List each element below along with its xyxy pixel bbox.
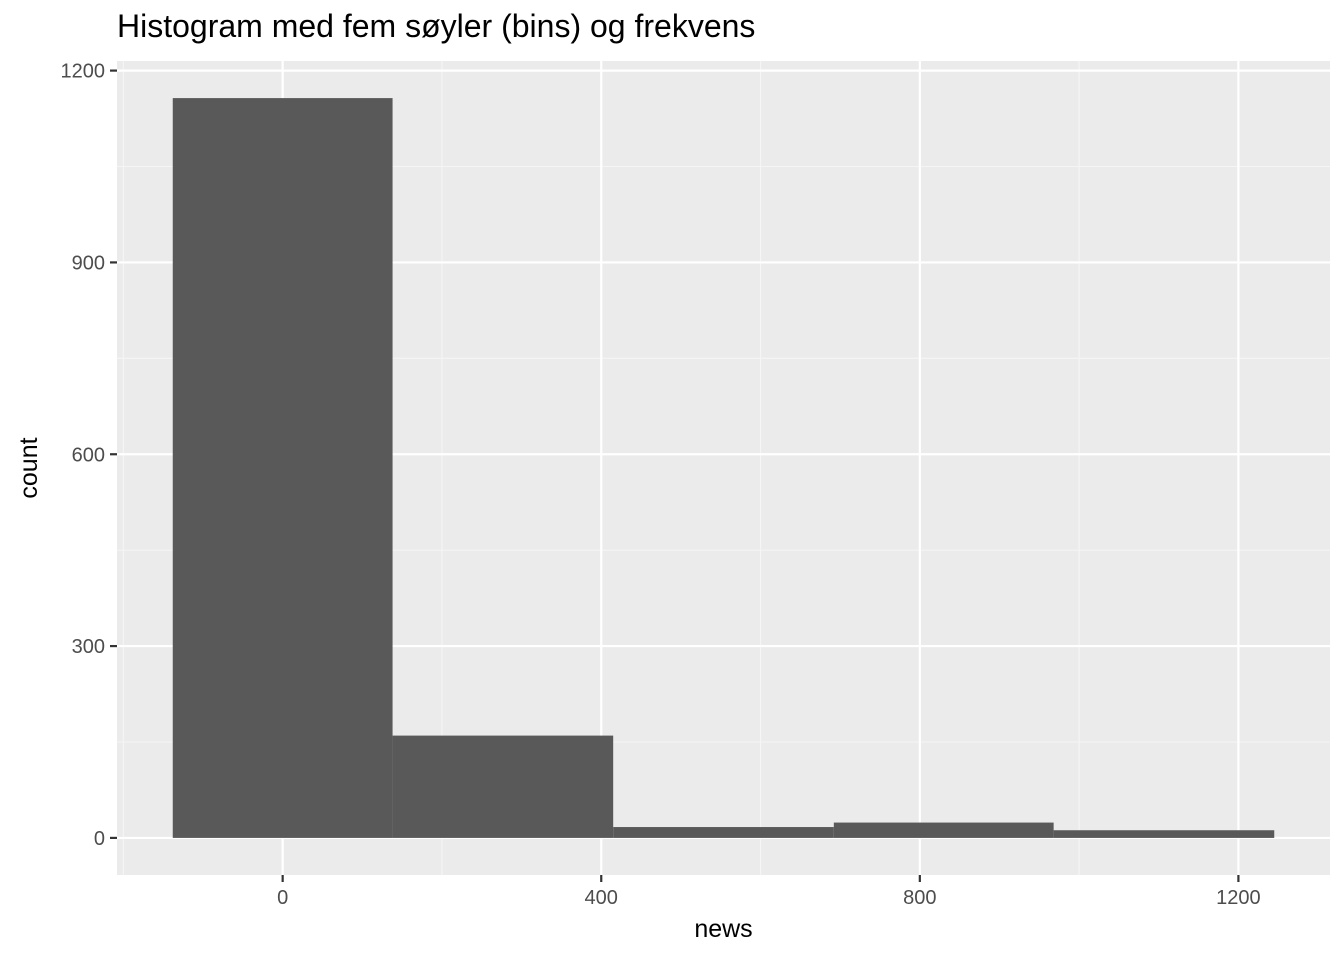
x-tick-label: 0 (277, 887, 288, 909)
y-tick-label: 900 (72, 252, 105, 274)
histogram-bar-3 (613, 827, 834, 838)
histogram-bar-4 (833, 822, 1054, 838)
histogram-bar-2 (392, 735, 614, 838)
x-axis: 0 400 800 1200 (277, 875, 1261, 909)
histogram-bars (172, 98, 1275, 838)
x-tick-label: 1200 (1216, 887, 1261, 909)
y-tick-label: 0 (94, 828, 105, 850)
histogram-bar-1 (172, 98, 393, 838)
histogram-bar-5 (1053, 830, 1275, 838)
chart-title: Histogram med fem søyler (bins) og frekv… (117, 8, 756, 44)
y-axis-title: count (15, 437, 43, 498)
x-axis-title: news (694, 915, 752, 943)
x-tick-label: 800 (903, 887, 936, 909)
y-axis: 0 300 600 900 1200 (61, 61, 117, 850)
y-tick-label: 1200 (61, 61, 106, 83)
y-tick-label: 300 (72, 636, 105, 658)
y-tick-label: 600 (72, 444, 105, 466)
x-tick-label: 400 (585, 887, 618, 909)
